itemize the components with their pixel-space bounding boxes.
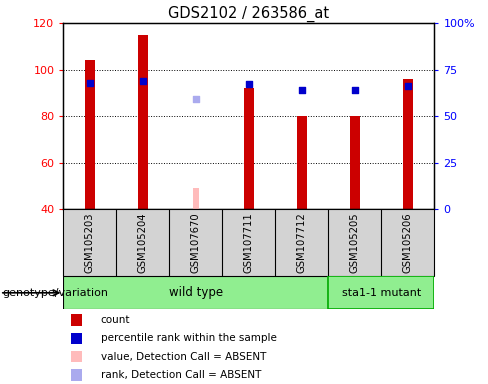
Text: GSM107711: GSM107711 bbox=[244, 212, 254, 273]
Text: percentile rank within the sample: percentile rank within the sample bbox=[101, 333, 276, 343]
Bar bbox=[244, 88, 254, 209]
Point bbox=[86, 79, 94, 86]
Bar bbox=[71, 351, 82, 362]
Text: GSM107712: GSM107712 bbox=[297, 212, 307, 273]
Point bbox=[404, 83, 412, 89]
Point bbox=[351, 87, 359, 93]
Text: rank, Detection Call = ABSENT: rank, Detection Call = ABSENT bbox=[101, 370, 261, 380]
Bar bbox=[350, 116, 360, 209]
Bar bbox=[71, 314, 82, 326]
Text: genotype/variation: genotype/variation bbox=[2, 288, 108, 298]
Bar bbox=[328, 276, 434, 309]
Text: value, Detection Call = ABSENT: value, Detection Call = ABSENT bbox=[101, 352, 266, 362]
Bar bbox=[85, 60, 95, 209]
Bar bbox=[63, 276, 328, 309]
Bar bbox=[71, 369, 82, 381]
Text: sta1-1 mutant: sta1-1 mutant bbox=[342, 288, 421, 298]
Bar bbox=[403, 79, 412, 209]
Text: GSM105205: GSM105205 bbox=[350, 213, 360, 273]
Point bbox=[245, 81, 253, 88]
Text: GSM105204: GSM105204 bbox=[138, 213, 148, 273]
Text: GSM105203: GSM105203 bbox=[85, 213, 95, 273]
Bar bbox=[138, 35, 148, 209]
Bar bbox=[297, 116, 306, 209]
Text: count: count bbox=[101, 315, 130, 325]
Text: GSM105206: GSM105206 bbox=[403, 213, 413, 273]
Bar bbox=[193, 188, 199, 209]
Point bbox=[192, 96, 200, 103]
Bar bbox=[71, 333, 82, 344]
Text: GSM107670: GSM107670 bbox=[191, 213, 201, 273]
Point bbox=[298, 87, 306, 93]
Text: wild type: wild type bbox=[169, 286, 223, 299]
Point bbox=[139, 78, 147, 84]
Title: GDS2102 / 263586_at: GDS2102 / 263586_at bbox=[168, 5, 329, 22]
